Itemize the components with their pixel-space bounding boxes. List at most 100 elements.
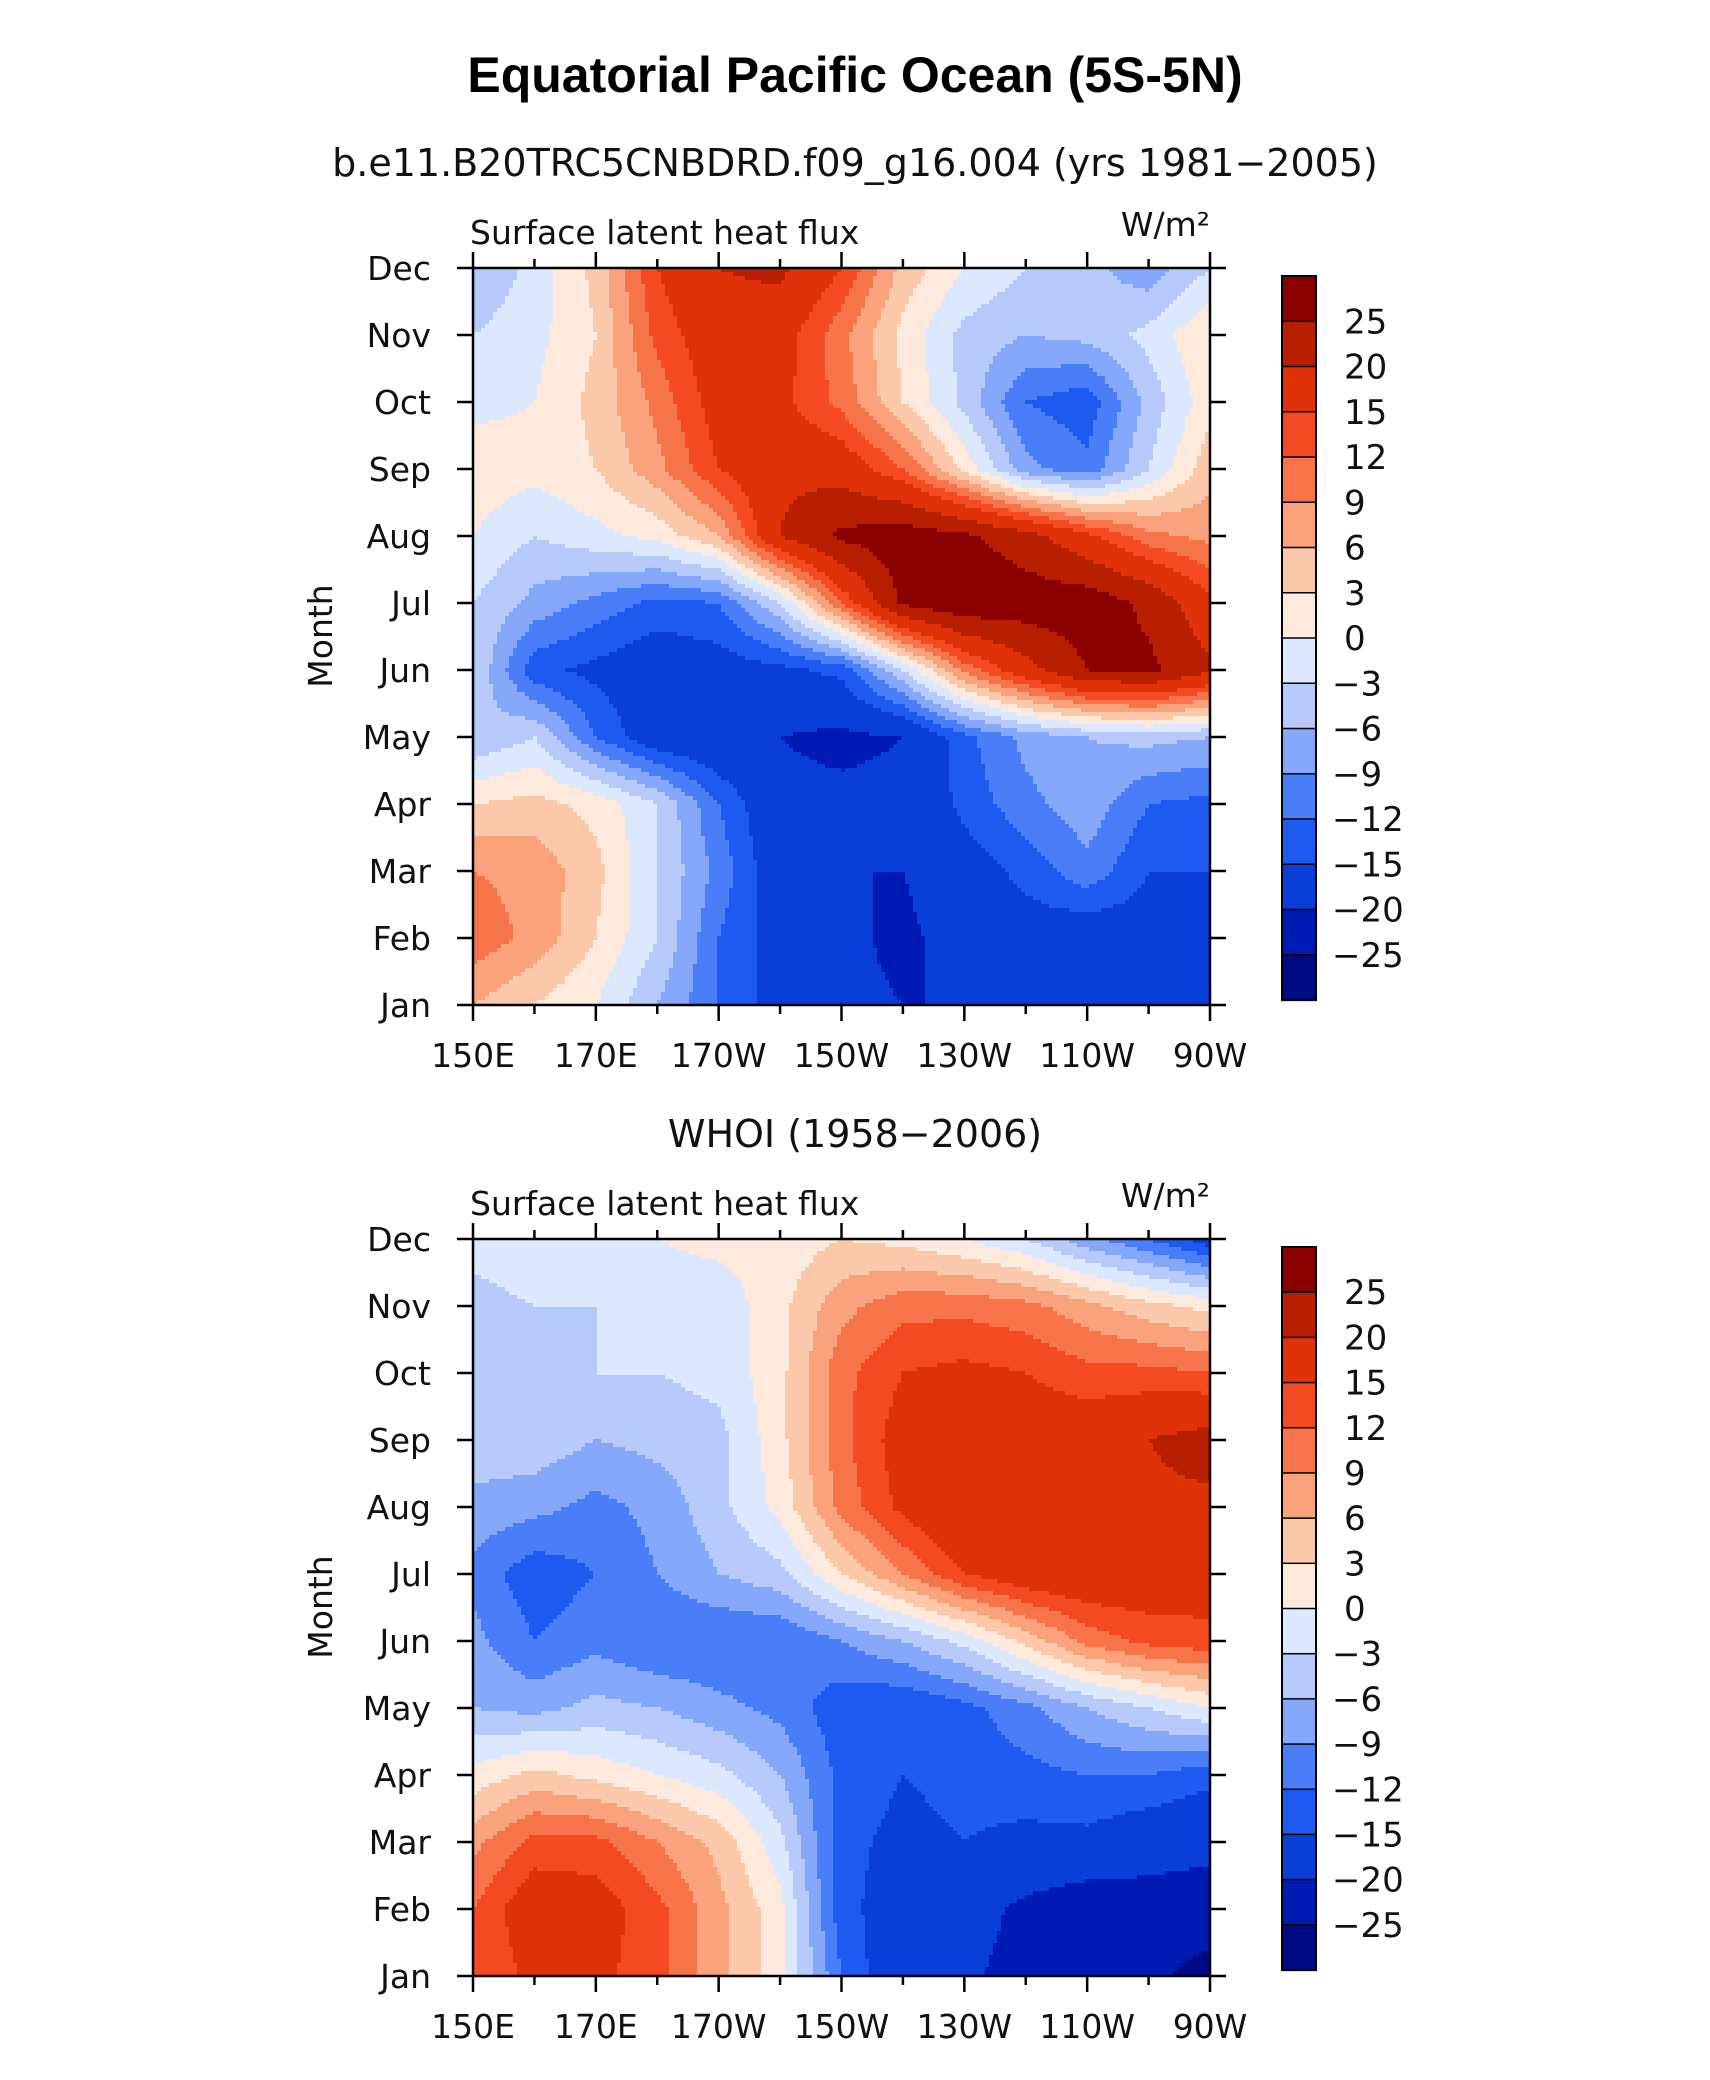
contour-cell — [897, 1583, 930, 1588]
contour-cell — [869, 660, 886, 665]
contour-cell — [673, 784, 702, 789]
contour-cell — [1153, 644, 1202, 649]
contour-cell — [709, 1551, 770, 1556]
contour-cell — [1013, 680, 1042, 685]
contour-cell — [833, 532, 970, 537]
contour-cell — [513, 1851, 622, 1856]
contour-cell — [849, 336, 874, 341]
contour-cell — [473, 1939, 510, 1944]
contour-cell — [989, 672, 1014, 677]
contour-cell — [689, 776, 722, 781]
contour-cell — [805, 1875, 818, 1880]
contour-cell — [657, 888, 682, 893]
contour-cell — [969, 496, 994, 501]
contour-cell — [1021, 440, 1082, 445]
contour-cell — [809, 1451, 830, 1456]
contour-cell — [765, 540, 798, 545]
contour-cell — [597, 1351, 750, 1356]
contour-cell — [1181, 768, 1211, 773]
contour-cell — [513, 936, 558, 941]
contour-cell — [1101, 820, 1138, 825]
contour-cell — [865, 636, 878, 641]
contour-cell — [525, 1619, 554, 1624]
contour-cell — [609, 292, 630, 297]
contour-cell — [893, 584, 1086, 589]
contour-cell — [785, 1935, 798, 1940]
contour-cell — [857, 384, 878, 389]
contour-cell — [725, 824, 750, 829]
contour-cell — [601, 896, 630, 901]
contour-cell — [1021, 436, 1078, 441]
contour-cell — [905, 1775, 1211, 1780]
contour-cell — [645, 964, 674, 969]
contour-cell — [913, 288, 950, 293]
contour-cell — [865, 1887, 1050, 1892]
contour-cell — [853, 1455, 886, 1460]
contour-cell — [1125, 788, 1211, 793]
contour-cell — [721, 928, 758, 933]
contour-cell — [653, 1563, 714, 1568]
contour-cell — [957, 476, 982, 481]
contour-cell — [1085, 516, 1211, 521]
contour-cell — [473, 948, 498, 953]
contour-cell — [1129, 744, 1154, 749]
contour-cell — [473, 796, 514, 801]
contour-cell — [1041, 1651, 1074, 1656]
contour-cell — [825, 360, 854, 365]
contour-cell — [1133, 284, 1154, 289]
contour-cell — [645, 508, 682, 513]
contour-cell — [801, 1555, 826, 1560]
contour-cell — [1025, 676, 1074, 681]
contour-cell — [793, 1507, 818, 1512]
contour-cell — [473, 408, 526, 413]
contour-cell — [933, 484, 958, 489]
contour-cell — [857, 272, 878, 277]
contour-cell — [553, 612, 618, 617]
contour-cell — [1117, 856, 1211, 861]
contour-cell — [829, 1467, 858, 1472]
contour-cell — [473, 1907, 506, 1912]
contour-cell — [565, 544, 674, 549]
contour-cell — [1013, 424, 1066, 429]
contour-cell — [769, 1551, 802, 1556]
contour-cell — [849, 332, 874, 337]
contour-cell — [669, 1943, 698, 1948]
contour-cell — [857, 276, 874, 281]
contour-cell — [473, 1379, 674, 1384]
contour-cell — [841, 600, 854, 605]
panel-whoi-contour-field — [473, 1239, 1211, 1977]
contour-cell — [1025, 1687, 1066, 1692]
contour-cell — [529, 1791, 554, 1796]
contour-cell — [1093, 420, 1118, 425]
contour-cell — [1141, 628, 1194, 633]
contour-cell — [817, 588, 830, 593]
contour-cell — [641, 276, 662, 281]
contour-cell — [737, 792, 954, 797]
contour-cell — [717, 800, 746, 805]
contour-cell — [805, 624, 826, 629]
contour-cell — [817, 1323, 846, 1328]
contour-cell — [897, 612, 954, 617]
contour-cell — [809, 604, 822, 609]
contour-cell — [493, 696, 530, 701]
contour-cell — [697, 1915, 730, 1920]
contour-cell — [1097, 1683, 1162, 1688]
contour-cell — [953, 1579, 998, 1584]
contour-cell — [993, 420, 1014, 425]
contour-cell — [861, 1903, 1010, 1908]
contour-cell — [1153, 368, 1186, 373]
contour-cell — [925, 656, 942, 661]
contour-cell — [697, 1947, 730, 1952]
contour-cell — [701, 832, 726, 837]
contour-cell — [549, 492, 622, 497]
contour-cell — [857, 1647, 922, 1652]
contour-cell — [577, 1499, 618, 1504]
contour-cell — [781, 528, 838, 533]
contour-cell — [1081, 440, 1090, 445]
contour-cell — [889, 1487, 1211, 1492]
contour-cell — [557, 940, 594, 945]
contour-cell — [473, 1639, 490, 1644]
contour-cell — [889, 432, 914, 437]
contour-cell — [897, 1383, 1046, 1388]
contour-cell — [829, 1755, 1034, 1760]
